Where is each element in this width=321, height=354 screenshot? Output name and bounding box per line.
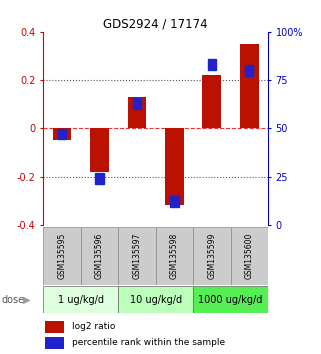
Bar: [240, 44, 259, 128]
Bar: [95, 173, 104, 184]
Bar: [208, 59, 216, 70]
Bar: [45, 337, 64, 349]
Text: GSM135600: GSM135600: [245, 233, 254, 279]
Text: GSM135599: GSM135599: [207, 233, 216, 279]
Text: GSM135597: GSM135597: [133, 233, 142, 279]
Text: 10 ug/kg/d: 10 ug/kg/d: [130, 295, 182, 305]
Text: GSM135598: GSM135598: [170, 233, 179, 279]
Bar: [118, 286, 193, 313]
Bar: [245, 65, 253, 76]
Text: log2 ratio: log2 ratio: [73, 322, 116, 331]
Text: GSM135595: GSM135595: [57, 233, 66, 279]
Bar: [165, 128, 184, 205]
Bar: [193, 227, 230, 285]
Bar: [58, 129, 66, 139]
Bar: [45, 321, 64, 333]
Bar: [193, 286, 268, 313]
Bar: [203, 75, 221, 128]
Bar: [118, 227, 156, 285]
Text: 1000 ug/kg/d: 1000 ug/kg/d: [198, 295, 263, 305]
Bar: [127, 97, 146, 128]
Bar: [53, 128, 71, 141]
Bar: [81, 227, 118, 285]
Text: GSM135596: GSM135596: [95, 233, 104, 279]
Bar: [170, 196, 178, 207]
Title: GDS2924 / 17174: GDS2924 / 17174: [103, 18, 208, 31]
Bar: [156, 227, 193, 285]
Text: percentile rank within the sample: percentile rank within the sample: [73, 338, 226, 347]
Text: 1 ug/kg/d: 1 ug/kg/d: [58, 295, 104, 305]
Bar: [133, 98, 141, 109]
Bar: [230, 227, 268, 285]
Bar: [43, 227, 81, 285]
Text: dose: dose: [2, 295, 25, 305]
Text: ▶: ▶: [23, 295, 30, 305]
Bar: [43, 286, 118, 313]
Bar: [90, 128, 109, 172]
